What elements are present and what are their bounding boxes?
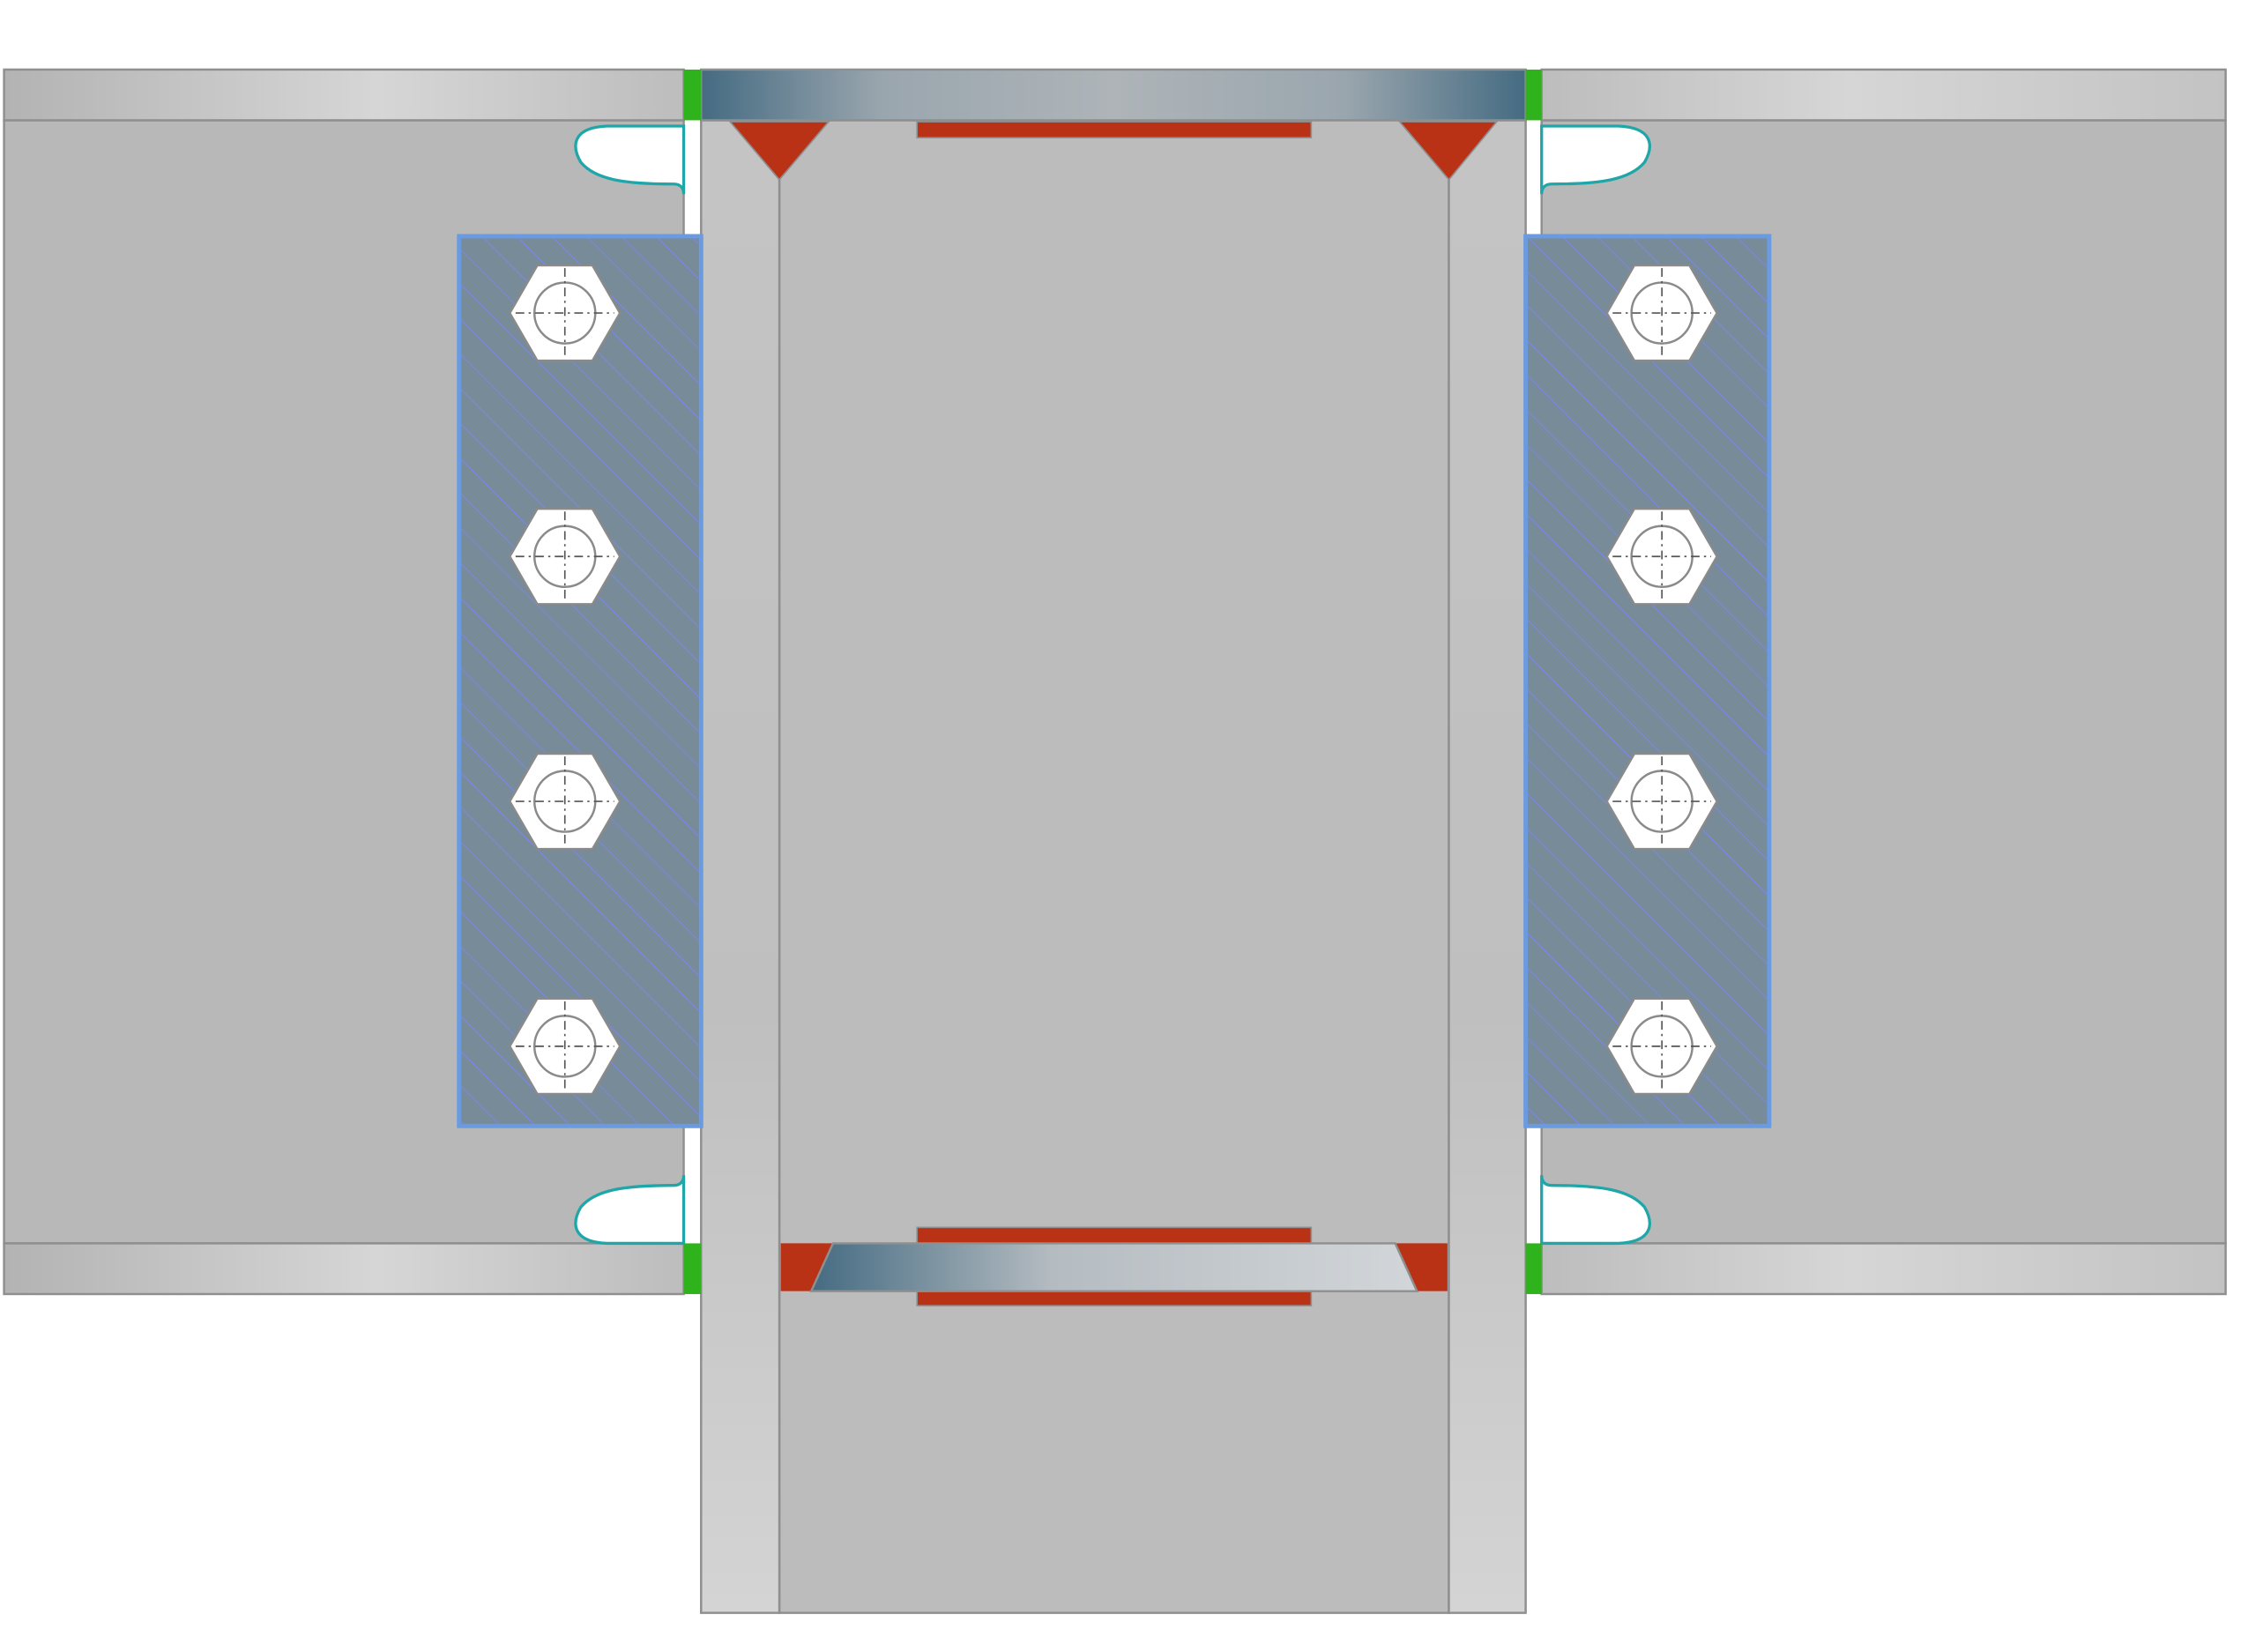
hex-bolt-icon <box>508 264 622 362</box>
column-cap-plate <box>700 68 1527 122</box>
column-web <box>778 119 1450 1614</box>
right-bolt-group <box>1605 264 1719 1096</box>
stiffener-weld-top <box>916 1226 1313 1245</box>
hex-bolt-icon <box>508 752 622 851</box>
packing-top-left <box>683 69 702 121</box>
left-bolt-group <box>508 264 622 1096</box>
hex-bolt-icon <box>1605 264 1719 362</box>
left-top-cope <box>574 124 686 195</box>
column-right-flange <box>1448 119 1527 1614</box>
hex-bolt-icon <box>508 997 622 1096</box>
packing-bottom-left <box>683 1243 702 1294</box>
right-end-plate <box>1523 234 1772 1128</box>
hex-bolt-icon <box>1605 752 1719 851</box>
fillet-weld-icon <box>780 1243 833 1291</box>
hex-bolt-icon <box>508 507 622 606</box>
column-left-flange <box>700 119 781 1614</box>
fillet-weld-icon <box>1395 1243 1448 1291</box>
fillet-weld-icon <box>728 121 830 182</box>
column <box>700 119 1527 1614</box>
hex-bolt-icon <box>1605 997 1719 1096</box>
top-welds <box>728 121 1499 182</box>
bottom-stiffener <box>780 1226 1448 1306</box>
stiffener-weld-bottom <box>916 1290 1313 1306</box>
left-end-plate <box>457 234 703 1128</box>
left-beam-top-flange <box>3 68 685 122</box>
right-beam-bottom-flange <box>1540 1242 2227 1296</box>
packing-plates <box>683 69 1542 1294</box>
fillet-weld-icon <box>1397 121 1499 182</box>
packing-top-right <box>1525 69 1542 121</box>
cap-plate-weld-strip <box>916 121 1313 138</box>
right-bottom-cope <box>1540 1175 1651 1246</box>
left-bottom-cope <box>574 1175 686 1246</box>
right-beam-top-flange <box>1540 68 2227 122</box>
packing-bottom-right <box>1525 1243 1542 1294</box>
hex-bolt-icon <box>1605 507 1719 606</box>
left-beam-bottom-flange <box>3 1242 685 1296</box>
stiffener-plate <box>809 1242 1419 1292</box>
right-top-cope <box>1540 124 1651 195</box>
